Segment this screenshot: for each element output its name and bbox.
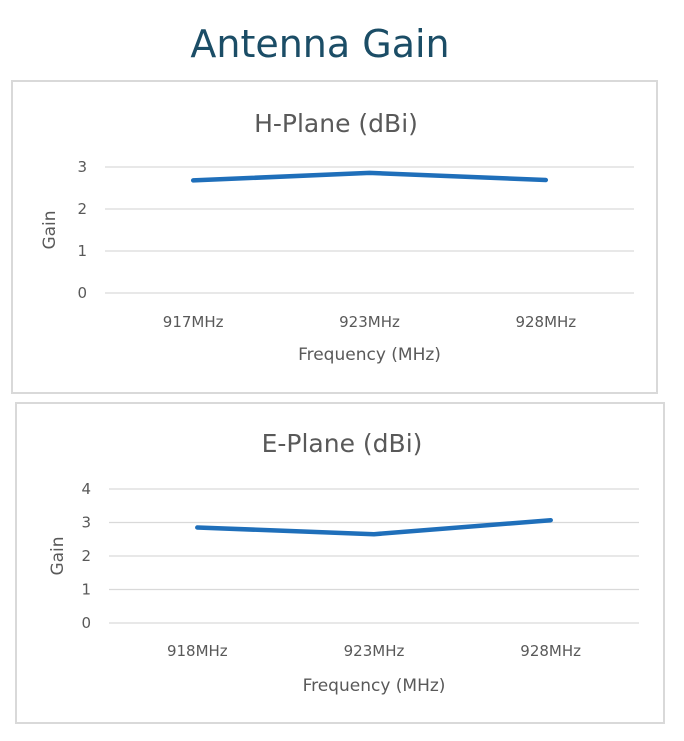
h-plane-chart-title: H-Plane (dBi) (254, 109, 418, 138)
h-plane-x-tick-label: 917MHz (163, 313, 224, 331)
h-plane-x-tick-label: 923MHz (339, 313, 400, 331)
e-plane-series-line (195, 517, 553, 537)
h-plane-y-tick-label: 1 (77, 242, 87, 260)
page-title: Antenna Gain (190, 22, 450, 66)
e-plane-y-tick-label: 1 (81, 581, 91, 599)
h-plane-y-axis-label: Gain (40, 210, 60, 249)
e-plane-chart-title: E-Plane (dBi) (262, 429, 423, 458)
e-plane-y-tick-label: 3 (81, 514, 91, 532)
h-plane-x-axis-label: Frequency (MHz) (298, 345, 441, 365)
e-plane-x-axis-label: Frequency (MHz) (303, 676, 446, 696)
h-plane-chart-box: H-Plane (dBi) 0 1 2 3 917MHz 923MHz 928MHz Frequ… (11, 80, 658, 394)
h-plane-chart: H-Plane (dBi) 0 1 2 3 917MHz 923MHz 928MHz Frequ… (40, 109, 634, 365)
h-plane-x-tick-label: 928MHz (515, 313, 576, 331)
e-plane-chart: E-Plane (dBi) 0 1 2 3 4 918MHz 923MHz 928MHz Freq… (48, 429, 639, 696)
h-plane-series-line (190, 170, 549, 183)
e-plane-x-tick-label: 918MHz (167, 642, 228, 660)
e-plane-y-tick-label: 4 (81, 480, 91, 498)
e-plane-y-axis-label: Gain (48, 536, 68, 575)
h-plane-y-tick-label: 3 (77, 158, 87, 176)
e-plane-y-tick-label: 0 (81, 614, 91, 632)
h-plane-y-tick-label: 0 (77, 284, 87, 302)
e-plane-chart-box: E-Plane (dBi) 0 1 2 3 4 918MHz 923MHz 928MHz Freq… (15, 402, 665, 724)
e-plane-x-tick-label: 923MHz (344, 642, 405, 660)
e-plane-y-tick-label: 2 (81, 547, 91, 565)
e-plane-x-tick-label: 928MHz (520, 642, 581, 660)
h-plane-y-tick-label: 2 (77, 200, 87, 218)
